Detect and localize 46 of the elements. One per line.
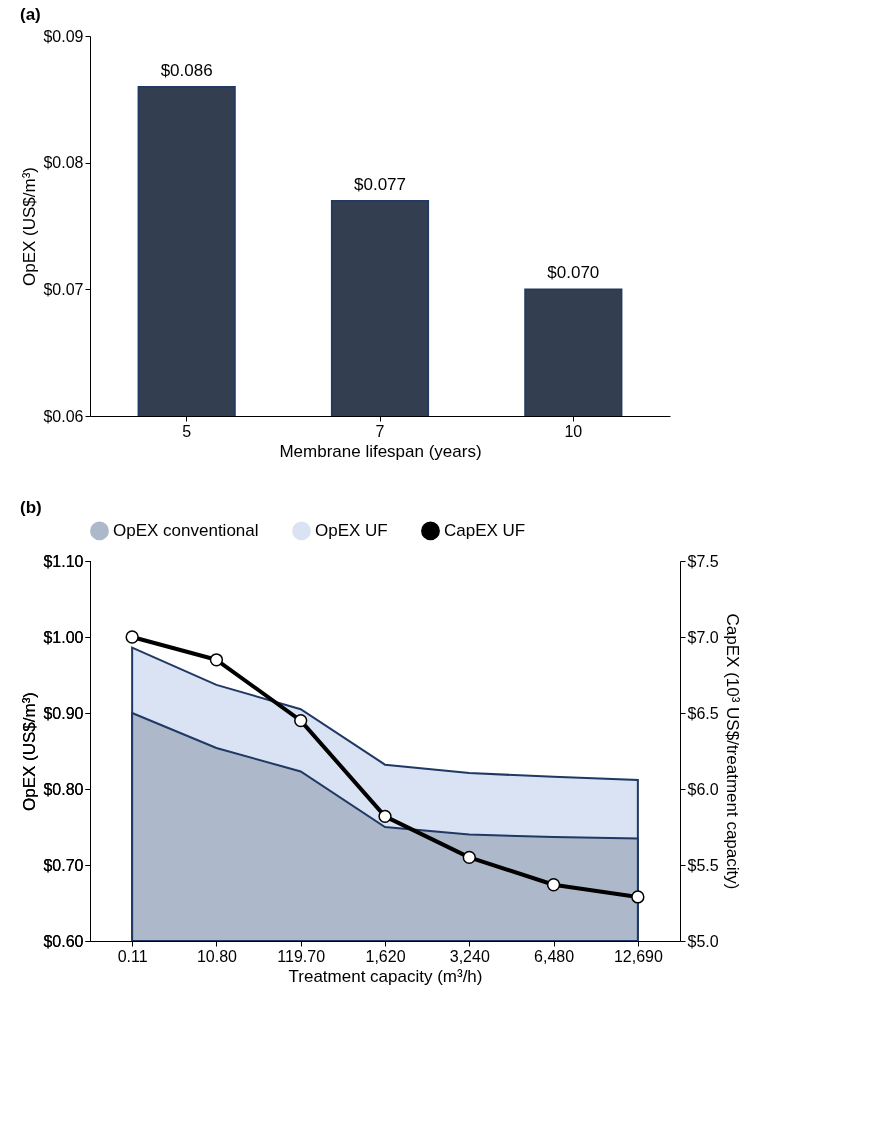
y-tick-label: $0.60 — [43, 932, 84, 950]
y2-axis-title: CapEX (10³ US$/treatment capacity) — [722, 613, 742, 890]
y-axis-title: OpEX (US$/m³) — [20, 691, 40, 812]
y-tick-label: $0.06 — [43, 407, 84, 425]
point — [294, 713, 308, 728]
y-tick-label: $1.00 — [43, 628, 84, 646]
x-axis-title: Membrane lifespan (years) — [279, 441, 482, 461]
point — [631, 890, 645, 904]
point — [378, 809, 392, 824]
y-tick-label: $0.07 — [43, 280, 84, 298]
x-axis-title: Treatment capacity (m³/h) — [288, 966, 483, 986]
point — [125, 630, 139, 644]
y2-tick-label: $7.0 — [687, 628, 719, 646]
y2-tick-label: $5.5 — [687, 856, 719, 874]
x-tick-label: 1,620 — [365, 947, 406, 965]
data-label: $0.070 — [547, 263, 600, 283]
y2-tick-label: $6.0 — [687, 780, 719, 798]
y-tick-label: $0.70 — [43, 856, 84, 874]
x-tick-label: 10 — [564, 422, 583, 440]
y2-tick-label: $5.0 — [687, 932, 719, 950]
text: (b) — [20, 498, 42, 517]
point — [462, 850, 476, 865]
legend-label: OpEX conventional — [113, 520, 259, 540]
y2-tick-label: $6.5 — [687, 704, 719, 722]
x-tick-label: 3,240 — [449, 947, 490, 965]
legend-label: OpEX UF — [315, 520, 388, 540]
x-tick-label: 0.11 — [117, 947, 148, 965]
x-tick-label: 119.70 — [277, 947, 326, 965]
y-tick-label: $0.80 — [43, 780, 84, 798]
y-tick-label: $0.09 — [43, 27, 84, 45]
x-tick-label: 6,480 — [534, 947, 575, 965]
point — [209, 653, 224, 667]
x-tick-label: 12,690 — [613, 947, 663, 965]
y-tick-label: $1.10 — [43, 552, 84, 570]
data-label: $0.086 — [160, 60, 213, 80]
x-tick-label: 5 — [182, 422, 192, 440]
point — [546, 878, 561, 892]
x-tick-label: 7 — [375, 422, 385, 440]
text: (a) — [20, 5, 41, 24]
y-axis-title: OpEX (US$/m³) — [20, 166, 40, 287]
x-tick-label: 10.80 — [196, 947, 238, 965]
y2-tick-label: $7.5 — [687, 552, 719, 570]
y-tick-label: $0.08 — [43, 154, 84, 172]
y-tick-label: $0.90 — [43, 704, 84, 722]
legend-label: CapEX UF — [444, 520, 526, 540]
data-label: $0.077 — [354, 174, 406, 194]
